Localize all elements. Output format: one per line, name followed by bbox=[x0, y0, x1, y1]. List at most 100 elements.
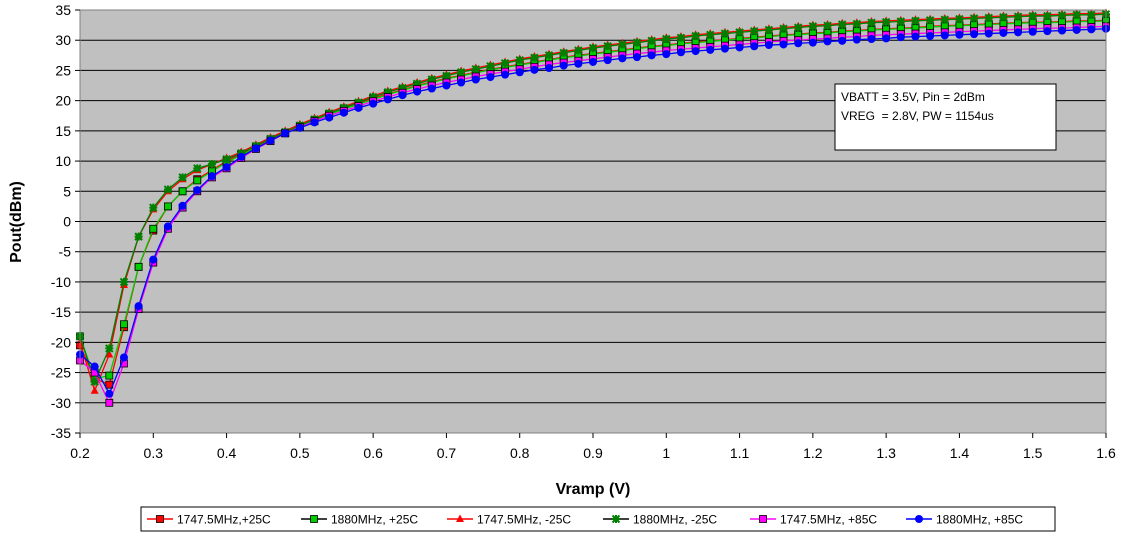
data-point bbox=[896, 33, 905, 42]
data-point bbox=[881, 17, 891, 27]
data-point bbox=[764, 25, 774, 35]
data-point bbox=[90, 377, 99, 386]
y-tick-label: 20 bbox=[55, 93, 71, 109]
data-point bbox=[1043, 27, 1052, 36]
data-point bbox=[1028, 11, 1037, 21]
data-point bbox=[647, 51, 656, 60]
data-point bbox=[530, 53, 539, 62]
data-point bbox=[134, 262, 143, 271]
legend-marker bbox=[310, 515, 318, 523]
data-point bbox=[1043, 11, 1052, 21]
data-point bbox=[955, 30, 964, 39]
y-tick-label: 0 bbox=[63, 214, 71, 230]
data-point bbox=[149, 224, 158, 233]
data-point bbox=[149, 203, 158, 212]
data-point bbox=[193, 186, 202, 195]
legend: 1747.5MHz,+25C 1880MHz, +25C 1747.5MHz, -2… bbox=[147, 513, 1023, 527]
data-point bbox=[764, 41, 773, 50]
data-point bbox=[969, 14, 979, 23]
data-point bbox=[1013, 12, 1023, 21]
data-point bbox=[237, 152, 246, 161]
data-point bbox=[134, 232, 143, 241]
data-point bbox=[105, 371, 114, 380]
data-point bbox=[1072, 25, 1081, 34]
x-tick-label: 0.5 bbox=[290, 445, 310, 461]
series-layer bbox=[75, 8, 1111, 407]
data-point bbox=[90, 386, 99, 394]
data-point bbox=[794, 39, 803, 48]
data-point bbox=[838, 36, 847, 45]
legend-marker bbox=[759, 515, 767, 523]
legend-marker bbox=[611, 514, 621, 524]
data-point bbox=[911, 32, 920, 41]
y-tick-label: -25 bbox=[51, 365, 71, 381]
x-tick-label: 0.6 bbox=[363, 445, 383, 461]
data-point bbox=[647, 36, 656, 46]
data-point bbox=[456, 68, 466, 77]
data-point bbox=[618, 40, 627, 49]
y-tick-label: -30 bbox=[51, 395, 71, 411]
data-point bbox=[720, 44, 729, 53]
data-point bbox=[500, 58, 510, 68]
data-point bbox=[808, 38, 817, 47]
data-point bbox=[574, 46, 583, 55]
data-point bbox=[413, 87, 422, 96]
data-point bbox=[940, 15, 949, 24]
data-point bbox=[852, 35, 861, 44]
data-point bbox=[207, 159, 217, 169]
data-point bbox=[119, 277, 129, 287]
data-point bbox=[120, 320, 128, 329]
y-axis-title: Pout(dBm) bbox=[8, 181, 25, 263]
data-point bbox=[119, 353, 128, 362]
data-point bbox=[193, 176, 202, 185]
data-point bbox=[999, 13, 1008, 22]
data-point bbox=[105, 389, 114, 398]
y-tick-label: 10 bbox=[55, 153, 71, 169]
data-point bbox=[530, 65, 539, 74]
legend-label: 1747.5MHz, +85C bbox=[780, 513, 877, 527]
annotation-line-2: VREG = 2.8V, PW = 1154us bbox=[841, 109, 994, 123]
data-point bbox=[720, 29, 730, 38]
data-point bbox=[412, 79, 422, 88]
data-point bbox=[1072, 10, 1081, 20]
data-point bbox=[676, 48, 685, 57]
data-point bbox=[369, 99, 378, 108]
data-point bbox=[779, 24, 788, 33]
x-tick-label: 0.7 bbox=[437, 445, 457, 461]
x-tick-label: 0.9 bbox=[583, 445, 603, 461]
y-tick-labels: 35 30 25 20 15 10 5 0 -5 -10 -15 -20 -25 -30 -35 bbox=[51, 2, 80, 441]
data-point bbox=[588, 43, 598, 53]
data-point bbox=[178, 173, 187, 182]
x-tick-label: 0.3 bbox=[144, 445, 164, 461]
x-tick-label: 1.2 bbox=[803, 445, 823, 461]
data-point bbox=[603, 56, 612, 65]
data-point bbox=[999, 28, 1008, 37]
data-point bbox=[383, 87, 393, 97]
data-point bbox=[105, 349, 114, 358]
data-point bbox=[295, 123, 304, 132]
y-tick-label: 25 bbox=[55, 62, 71, 78]
data-point bbox=[911, 16, 920, 26]
legend-item-4: 1880MHz, -25C bbox=[603, 513, 717, 527]
series-6 bbox=[76, 24, 1110, 398]
x-tick-label: 1.4 bbox=[950, 445, 970, 461]
data-point bbox=[750, 42, 759, 51]
legend-label: 1880MHz, +25C bbox=[331, 513, 418, 527]
data-point bbox=[193, 164, 202, 173]
data-point bbox=[471, 75, 480, 84]
data-point bbox=[544, 51, 554, 60]
data-point bbox=[618, 54, 627, 63]
data-point bbox=[559, 61, 568, 70]
data-point bbox=[867, 18, 876, 27]
data-point bbox=[398, 91, 407, 100]
x-axis-title: Vramp (V) bbox=[556, 481, 631, 498]
data-point bbox=[1087, 25, 1096, 34]
data-point bbox=[837, 20, 847, 29]
data-point bbox=[442, 71, 451, 81]
x-tick-label: 1.3 bbox=[876, 445, 896, 461]
data-point bbox=[603, 42, 612, 51]
y-tick-label: 15 bbox=[55, 123, 71, 139]
data-point bbox=[691, 47, 700, 56]
data-point bbox=[325, 113, 334, 122]
data-point bbox=[1058, 26, 1067, 35]
